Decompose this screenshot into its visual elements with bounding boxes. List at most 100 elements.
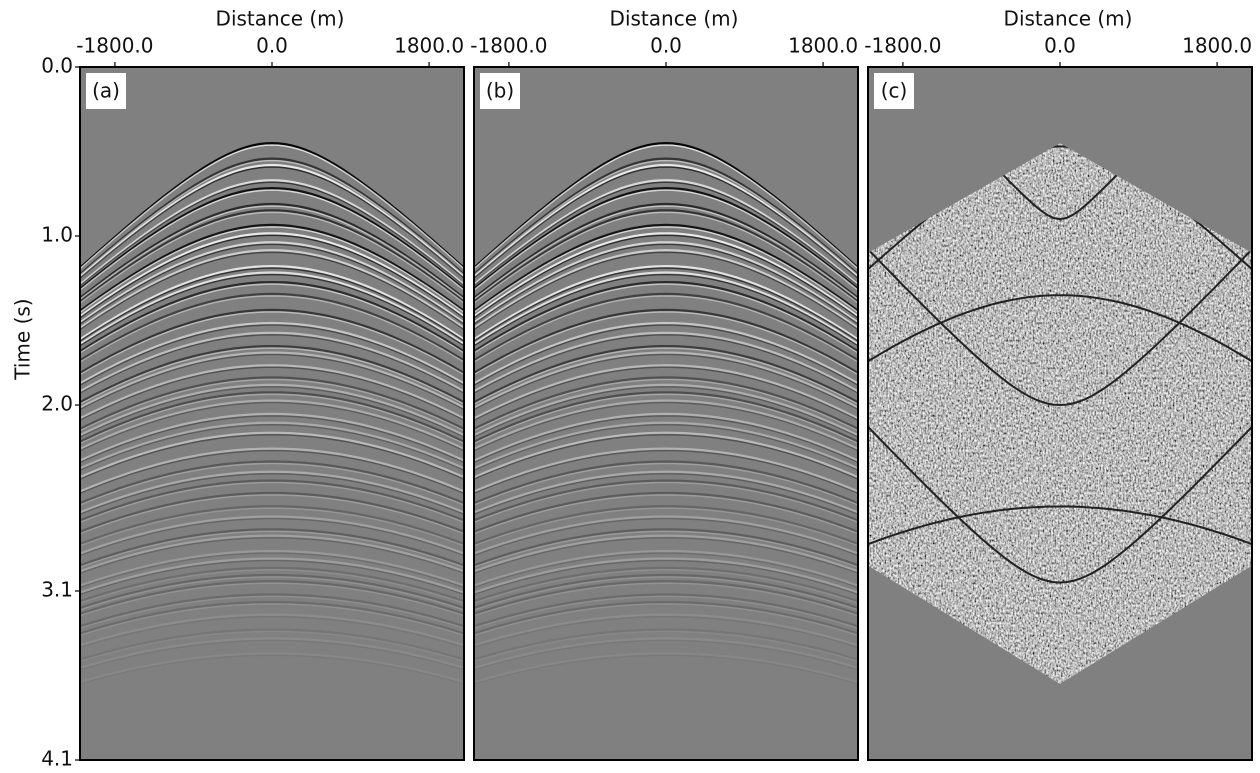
reflection (474, 462, 858, 506)
reflection (474, 271, 858, 346)
reflection (80, 639, 464, 671)
reflection (474, 639, 858, 671)
reflection (80, 449, 464, 494)
reflection (474, 186, 858, 290)
panel-label-box (874, 73, 914, 109)
x-tick-label: -1800.0 (864, 34, 941, 58)
reflection (474, 613, 858, 647)
reflection (474, 249, 858, 329)
y-axis-label: Time (s) (11, 298, 35, 380)
reflection (474, 470, 858, 514)
reflection (80, 366, 464, 421)
reflection (474, 345, 858, 404)
reflection (474, 552, 858, 589)
panel: (c) Distance (m) -1800.0 0.0 1800.0 (864, 7, 1253, 761)
reflection (80, 209, 464, 303)
reflection (474, 534, 858, 573)
reflection (474, 507, 858, 547)
reflection (80, 393, 464, 445)
reflection (80, 345, 464, 404)
seismic-image (474, 67, 858, 760)
reflection (474, 243, 858, 325)
reflection (80, 580, 464, 615)
reflection (474, 423, 858, 471)
reflection (80, 399, 464, 450)
x-tick-label: 1800.0 (1182, 34, 1252, 58)
reflection (474, 273, 858, 347)
reflection (474, 189, 858, 291)
reflection (474, 595, 858, 629)
reflection (80, 421, 464, 470)
reflection (80, 232, 464, 318)
y-tick-label: 0.0 (41, 54, 73, 78)
reflection (474, 376, 858, 430)
reflection (80, 280, 464, 353)
reflection (80, 249, 464, 329)
reflection (80, 515, 464, 555)
reflection (80, 630, 464, 663)
reflection (474, 159, 858, 276)
event (868, 294, 1252, 363)
noise-fill (868, 143, 1252, 684)
reflection (80, 569, 464, 604)
reflection (474, 353, 858, 411)
reflection (474, 569, 858, 604)
reflection (80, 179, 464, 286)
y-tick-label: 4.1 (41, 747, 73, 771)
reflection (474, 347, 858, 405)
reflection (80, 251, 464, 331)
reflection (80, 566, 464, 603)
reflection (474, 267, 858, 342)
reflection (80, 292, 464, 362)
reflection (80, 415, 464, 464)
reflection (80, 628, 464, 661)
reflection (80, 157, 464, 276)
reflection (80, 613, 464, 647)
reflection (80, 386, 464, 438)
reflection (80, 654, 464, 685)
reflection (474, 576, 858, 611)
panel-label: (c) (881, 79, 908, 103)
seismic-image (80, 67, 464, 760)
reflection (80, 505, 464, 545)
reflection (474, 412, 858, 462)
reflection (80, 616, 464, 648)
y-tick-label: 2.0 (41, 392, 73, 416)
reflection (474, 494, 858, 535)
reflection (474, 280, 858, 353)
reflection (474, 550, 858, 587)
reflection (474, 473, 858, 515)
reflection (80, 552, 464, 589)
x-axis-label: Distance (m) (216, 7, 345, 31)
x-tick-label: -1800.0 (76, 34, 153, 58)
reflection (474, 331, 858, 393)
reflection (80, 537, 464, 574)
reflection (474, 205, 858, 300)
reflection (80, 595, 464, 629)
reflection (474, 366, 858, 421)
reflection (474, 491, 858, 533)
reflection (474, 654, 858, 685)
reflection (80, 593, 464, 628)
reflection (80, 383, 464, 437)
reflection (474, 616, 858, 648)
y-tick-label: 1.0 (41, 223, 73, 247)
reflection (80, 331, 464, 393)
reflection (474, 166, 858, 279)
reflection (80, 234, 464, 319)
reflection (474, 292, 858, 362)
panel: (b) Distance (m) -1800.0 0.0 1800.0 (470, 7, 859, 761)
reflection (474, 481, 858, 523)
reflection (474, 251, 858, 331)
reflection (80, 226, 464, 313)
reflection (80, 494, 464, 535)
reflection (474, 163, 858, 279)
reflection (474, 295, 858, 363)
diffraction (868, 248, 1252, 407)
reflection (80, 391, 464, 443)
reflection (474, 334, 858, 394)
reflection (474, 566, 858, 603)
reflection (80, 163, 464, 279)
reflection (474, 179, 858, 286)
reflection (80, 166, 464, 279)
